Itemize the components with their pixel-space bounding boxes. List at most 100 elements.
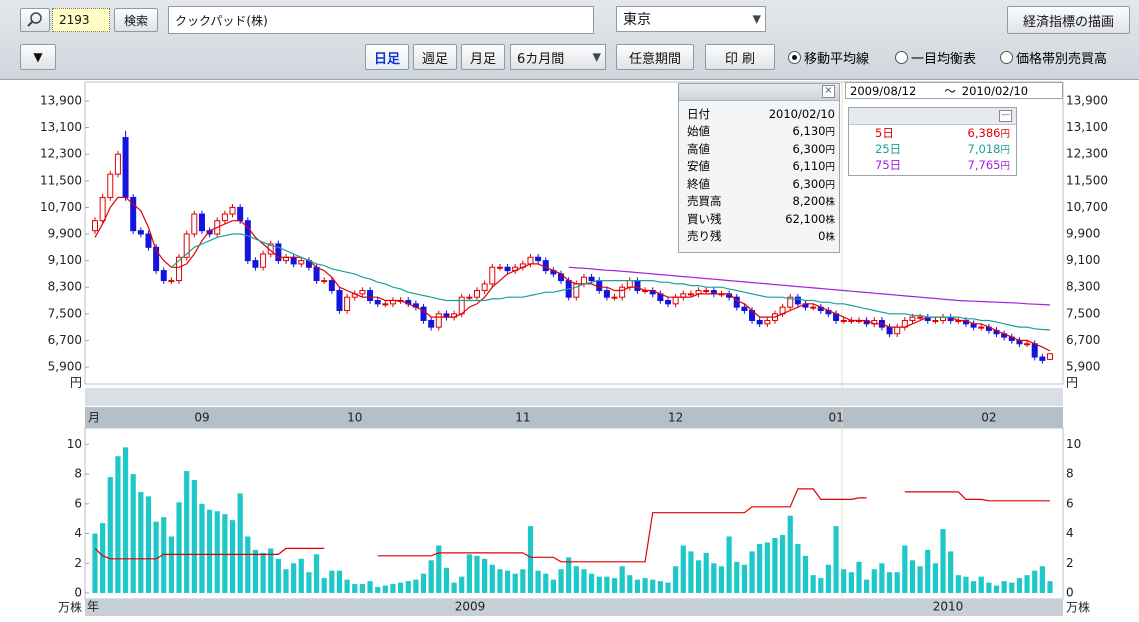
margin-balance-line [94,488,1050,563]
y-tick-label-right: 0 [1066,586,1074,600]
volume-bar [504,570,511,593]
minimize-icon[interactable]: — [999,110,1012,122]
volume-bar [795,543,801,593]
volume-bar [886,572,893,593]
info-value: 6,300円 [793,177,835,191]
volume-bar [604,576,610,593]
price-unit-left: 円 [70,376,82,390]
volume-bar [764,542,770,593]
period-label: 月足 [469,51,496,67]
overlay-radio[interactable]: 価格帯別売買高 [1000,48,1107,67]
volume-bar [191,480,197,593]
ma-number: 7,018 [967,142,1001,156]
volume-bar [894,572,900,593]
volume-bar [864,579,870,593]
candle-body [535,256,542,262]
volume-bar [543,573,549,593]
volume-bar [176,502,182,593]
search-icon-button[interactable] [20,8,50,32]
volume-bar [971,581,977,593]
candle-body [672,296,679,305]
ma-value: 6,386円 [968,126,1010,140]
ma-number: 7,765 [967,158,1001,172]
volume-bar [818,578,824,593]
candle-body [703,290,710,293]
info-number: 2010/02/10 [768,106,835,121]
candle-body [634,280,641,292]
info-number: 0 [818,229,826,244]
candle-body [321,280,328,283]
candle-body [382,303,389,306]
volume-bar [619,566,625,593]
candle-body [221,213,228,222]
dropdown-arrow: ▼ [33,50,43,64]
info-number: 6,130 [792,124,826,139]
volume-bar [657,581,663,593]
volume-bar [214,511,220,593]
company-field[interactable]: クックパッド(株) [168,6,594,34]
search-button[interactable]: 検索 [114,8,158,32]
volume-bar [497,569,503,593]
price-unit-right: 円 [1066,376,1078,390]
candle-body [458,296,465,315]
candle-body [886,326,893,335]
volume-bar [527,526,534,593]
y-tick-label-right: 9,100 [1066,253,1100,267]
overlay-label: 価格帯別売買高 [1016,52,1108,67]
volume-bar [489,564,495,593]
candle-body [474,290,480,298]
ma-panel-header: — [849,108,1016,125]
volume-bar [780,535,786,593]
volume-bar [673,566,679,593]
volume-bar [145,496,152,593]
volume-bar [283,569,289,593]
info-unit: 株 [825,214,835,226]
volume-bar [222,514,228,593]
overlay-radio[interactable]: 一目均衡表 [895,48,976,67]
period-label: 週足 [421,51,448,67]
ma-unit: 円 [1000,161,1010,172]
menu-dropdown[interactable]: ▼ [20,44,56,70]
volume-bar [405,581,411,593]
candle-body [917,316,924,319]
ma-unit: 円 [1000,145,1010,156]
info-label: 高値 [687,141,710,156]
volume-bar [787,515,793,593]
volume-bar [734,561,740,593]
volume-bar [711,563,717,593]
print-button[interactable]: 印 刷 [705,44,775,70]
period-button[interactable]: 週足 [413,44,457,70]
market-select[interactable]: 東京 ▼ [616,6,766,32]
period-button[interactable]: 日足 [365,44,409,70]
y-tick-label: 11,500 [40,173,82,187]
close-icon[interactable]: × [822,85,835,98]
volume-bar [260,552,266,593]
dropdown-arrow: ▼ [752,12,761,26]
period-button[interactable]: 月足 [461,44,505,70]
volume-bar [336,570,343,593]
info-panel: × 日付 2010/02/10 始値 6,130円 高値 6,300円 安値 6,110円 終値… [678,83,840,253]
y-tick-label-right: 13,100 [1066,120,1108,134]
overlay-label: 移動平均線 [804,52,870,67]
candle-body [313,266,320,282]
period-label: 日足 [373,51,400,67]
info-label: 売り残 [687,229,722,244]
candle-body [665,300,671,305]
volume-bar [749,551,755,593]
candle-body [168,280,175,283]
ma-panel: — 5日 6,386円 25日 7,018円 75日 7,765円 [848,107,1017,176]
volume-bar [321,578,327,593]
candle-body [840,319,847,322]
volume-bar [611,578,618,593]
code-input[interactable]: 2193 [52,8,110,32]
range-select[interactable]: 6カ月間 ▼ [510,44,606,70]
overlay-radio[interactable]: 移動平均線 [788,48,869,67]
indicator-button[interactable]: 経済指標の描画 [1007,6,1130,34]
info-rows: 日付 2010/02/10 始値 6,130円 高値 6,300円 安値 6,110円 終値 6,… [679,101,839,245]
ma-unit: 円 [1000,129,1010,140]
custom-range-button[interactable]: 任意期間 [616,44,694,70]
volume-bar [466,554,472,593]
y-tick-label-right: 8,300 [1066,280,1100,294]
info-label: 終値 [687,176,710,191]
info-unit: 株 [825,232,835,244]
